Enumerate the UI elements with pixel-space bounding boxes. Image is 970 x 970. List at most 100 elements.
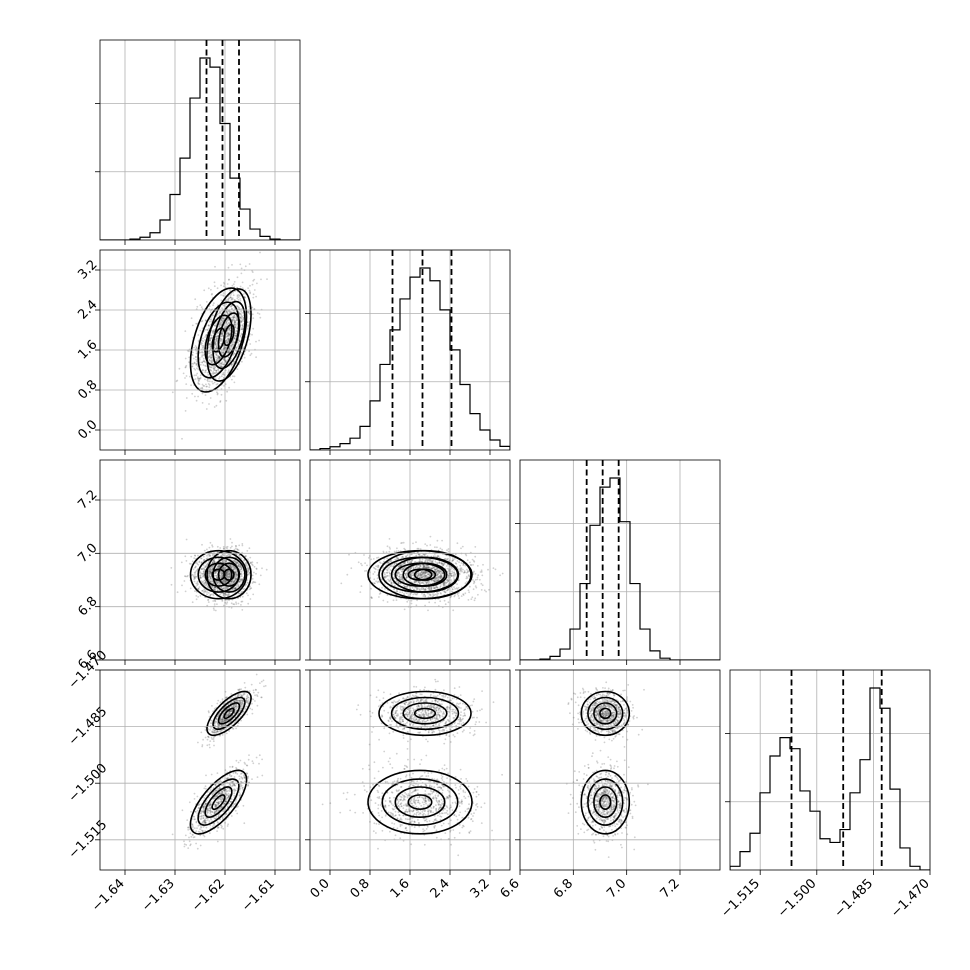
- sample-point: [213, 587, 215, 590]
- sample-point: [216, 582, 218, 584]
- sample-point: [206, 328, 209, 331]
- sample-point: [209, 571, 212, 573]
- sample-point: [239, 564, 242, 567]
- sample-point: [437, 576, 440, 579]
- sample-point: [236, 548, 239, 551]
- sample-point: [219, 572, 222, 575]
- sample-point: [209, 541, 212, 544]
- sample-point: [439, 572, 441, 575]
- sample-point: [227, 356, 230, 359]
- sample-point: [238, 343, 240, 346]
- sample-point: [212, 302, 215, 305]
- sample-point: [415, 565, 418, 567]
- sample-point: [214, 366, 217, 369]
- sample-point: [235, 350, 238, 352]
- sample-point: [213, 346, 216, 349]
- sample-point: [424, 566, 427, 569]
- sample-point: [225, 339, 228, 342]
- sample-point: [389, 578, 392, 581]
- sample-point: [252, 327, 255, 330]
- sample-point: [210, 334, 213, 337]
- sample-point: [219, 576, 222, 579]
- sample-point: [255, 295, 257, 298]
- sample-point: [246, 569, 249, 572]
- sample-point: [245, 592, 248, 595]
- sample-point: [204, 336, 207, 338]
- sample-point: [240, 308, 243, 310]
- sample-point: [429, 535, 432, 538]
- sample-point: [247, 325, 250, 328]
- sample-point: [437, 569, 439, 572]
- sample-point: [224, 340, 227, 343]
- sample-point: [237, 338, 240, 341]
- sample-point: [207, 575, 210, 578]
- sample-point: [424, 594, 427, 597]
- sample-point: [464, 582, 467, 585]
- sample-point: [192, 357, 195, 360]
- sample-point: [201, 383, 204, 386]
- sample-point: [405, 576, 407, 579]
- sample-point: [247, 311, 250, 314]
- sample-point: [247, 602, 250, 605]
- sample-point: [222, 373, 225, 376]
- sample-point: [208, 570, 211, 573]
- sample-point: [413, 581, 416, 583]
- sample-point: [207, 352, 210, 355]
- sample-point: [226, 573, 229, 576]
- sample-point: [448, 581, 451, 584]
- sample-point: [424, 570, 427, 573]
- sample-point: [218, 355, 221, 358]
- sample-point: [234, 577, 237, 580]
- sample-point: [208, 573, 211, 575]
- sample-point: [195, 308, 198, 310]
- sample-point: [429, 544, 432, 546]
- sample-point: [392, 571, 395, 574]
- sample-point: [421, 560, 423, 563]
- sample-point: [402, 556, 405, 559]
- sample-point: [232, 344, 234, 346]
- sample-point: [438, 576, 440, 578]
- sample-point: [221, 332, 223, 335]
- sample-point: [216, 339, 218, 342]
- sample-point: [233, 580, 236, 583]
- sample-point: [221, 310, 223, 312]
- sample-point: [429, 593, 432, 596]
- sample-point: [220, 363, 223, 365]
- sample-point: [412, 567, 415, 570]
- sample-point: [248, 263, 251, 265]
- sample-point: [221, 316, 224, 319]
- sample-point: [403, 561, 406, 564]
- sample-point: [185, 375, 188, 377]
- sample-point: [418, 576, 421, 578]
- sample-point: [447, 557, 449, 560]
- density-contour: [212, 556, 246, 593]
- sample-point: [211, 362, 214, 365]
- sample-point: [237, 294, 240, 296]
- sample-point: [390, 581, 393, 583]
- sample-point: [229, 310, 231, 313]
- sample-point: [251, 708, 254, 711]
- sample-point: [399, 568, 402, 571]
- sample-point: [241, 578, 244, 580]
- sample-point: [226, 587, 229, 589]
- sample-point: [389, 548, 391, 550]
- sample-point: [423, 553, 425, 556]
- sample-point: [472, 573, 475, 576]
- sample-point: [202, 344, 205, 347]
- sample-point: [199, 374, 202, 377]
- sample-point: [203, 549, 206, 552]
- sample-point: [447, 601, 450, 604]
- sample-point: [232, 565, 235, 568]
- sample-point: [424, 571, 426, 574]
- sample-point: [360, 562, 362, 565]
- sample-point: [235, 329, 238, 332]
- sample-point: [226, 575, 228, 578]
- sample-point: [447, 580, 450, 582]
- sample-point: [248, 547, 251, 550]
- sample-point: [438, 575, 441, 578]
- sample-point: [450, 590, 453, 593]
- sample-point: [416, 575, 419, 578]
- sample-point: [210, 580, 213, 583]
- sample-point: [233, 320, 236, 323]
- sample-point: [203, 579, 206, 582]
